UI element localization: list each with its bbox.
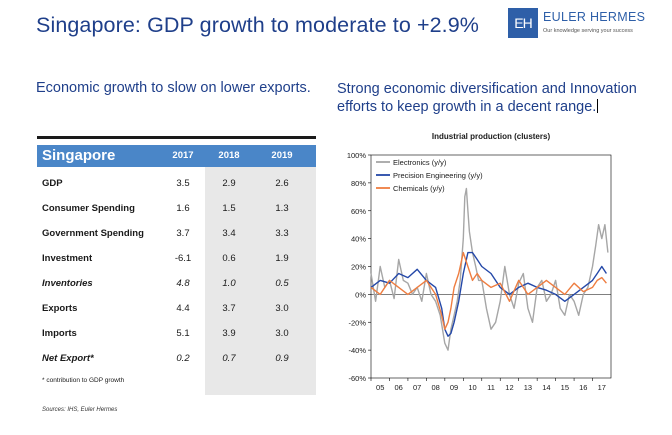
row-value: -6.1: [174, 253, 192, 264]
source-note: Sources: IHS, Euler Hermes: [42, 407, 118, 413]
table-row: Net Export* 0.2 0.7 0.9: [37, 350, 316, 370]
row-value: 3.4: [222, 228, 236, 239]
x-tick-label: 16: [579, 383, 587, 392]
row-label: Investment: [42, 253, 93, 264]
row-label: Inventories: [42, 278, 93, 289]
logo-mark: EH: [508, 8, 538, 38]
y-tick-label: 20%: [351, 263, 366, 272]
row-value: 4.8: [176, 278, 190, 289]
legend-label: Electronics (y/y): [393, 158, 447, 167]
table-row: Investment -6.1 0.6 1.9: [37, 250, 316, 270]
row-value: 0.2: [176, 353, 190, 364]
x-tick-label: 10: [468, 383, 476, 392]
row-value: 2.6: [275, 178, 289, 189]
row-value: 1.5: [222, 203, 236, 214]
row-value: 3.0: [275, 328, 289, 339]
y-tick-label: 60%: [351, 207, 366, 216]
table-row: Inventories 4.8 1.0 0.5: [37, 275, 316, 295]
row-value: 4.4: [176, 303, 190, 314]
row-value: 1.6: [176, 203, 190, 214]
table-footnote: * contribution to GDP growth: [42, 377, 125, 384]
y-tick-label: 80%: [351, 179, 366, 188]
row-value: 1.9: [275, 253, 289, 264]
row-label: Consumer Spending: [42, 203, 135, 214]
x-tick-label: 14: [542, 383, 550, 392]
legend-label: Chemicals (y/y): [393, 184, 445, 193]
row-value: 0.7: [222, 353, 236, 364]
text-cursor: [597, 99, 599, 113]
y-tick-label: 40%: [351, 235, 366, 244]
page-title: Singapore: GDP growth to moderate to +2.…: [36, 13, 480, 37]
right-subtitle: Strong economic diversification and Inno…: [337, 80, 657, 116]
table-year-2018: 2018: [218, 150, 240, 161]
row-value: 0.6: [222, 253, 236, 264]
y-tick-label: -60%: [348, 374, 366, 383]
row-value: 3.9: [222, 328, 236, 339]
y-tick-label: 100%: [347, 151, 367, 160]
row-value: 0.9: [275, 353, 289, 364]
table-top-rule: [37, 136, 316, 139]
row-label: Imports: [42, 328, 77, 339]
series-line-3: [370, 251, 607, 330]
row-value: 1.3: [275, 203, 289, 214]
table-year-2019: 2019: [271, 150, 293, 161]
row-value: 5.1: [176, 328, 190, 339]
x-tick-label: 11: [487, 383, 495, 392]
table-row: Consumer Spending 1.6 1.5 1.3: [37, 200, 316, 220]
x-tick-label: 08: [431, 383, 439, 392]
y-tick-label: -40%: [348, 346, 366, 355]
table-row: Government Spending 3.7 3.4 3.3: [37, 225, 316, 245]
table-country: Singapore: [42, 147, 116, 164]
logo-name: EULER HERMES: [543, 10, 646, 24]
x-tick-label: 17: [598, 383, 606, 392]
row-value: 1.0: [222, 278, 236, 289]
row-value: 3.7: [176, 228, 190, 239]
industrial-production-chart: Industrial production (clusters)100%80%6…: [326, 125, 626, 395]
x-tick-label: 12: [505, 383, 513, 392]
y-tick-label: 0%: [355, 290, 366, 299]
x-tick-label: 06: [395, 383, 403, 392]
series-line-2: [370, 251, 607, 337]
row-label: Exports: [42, 303, 78, 314]
x-tick-label: 09: [450, 383, 458, 392]
row-value: 0.5: [275, 278, 289, 289]
row-value: 3.5: [176, 178, 190, 189]
table-row: Exports 4.4 3.7 3.0: [37, 300, 316, 320]
row-value: 3.0: [275, 303, 289, 314]
chart-background: [326, 125, 626, 395]
x-tick-label: 13: [524, 383, 532, 392]
row-label: GDP: [42, 178, 63, 189]
table-row: Imports 5.1 3.9 3.0: [37, 325, 316, 345]
x-tick-label: 05: [376, 383, 384, 392]
x-tick-label: 15: [561, 383, 569, 392]
chart-title: Industrial production (clusters): [432, 132, 551, 141]
forecast-shade: [205, 145, 316, 395]
legend-label: Precision Engineering (y/y): [393, 171, 483, 180]
table-year-2017: 2017: [172, 150, 194, 161]
left-subtitle: Economic growth to slow on lower exports…: [36, 80, 311, 96]
y-tick-label: -20%: [348, 318, 366, 327]
x-tick-label: 07: [413, 383, 421, 392]
logo-tagline: Our knowledge serving your success: [543, 28, 633, 34]
table-header: Singapore 2017 2018 2019: [37, 145, 316, 167]
table-row: GDP 3.5 2.9 2.6: [37, 175, 316, 195]
company-logo: EH EULER HERMES Our knowledge serving yo…: [508, 8, 645, 48]
row-value: 3.7: [222, 303, 236, 314]
row-value: 3.3: [275, 228, 289, 239]
row-value: 2.9: [222, 178, 236, 189]
row-label: Net Export*: [42, 353, 94, 364]
right-subtitle-text: Strong economic diversification and Inno…: [337, 81, 637, 115]
row-label: Government Spending: [42, 228, 144, 239]
